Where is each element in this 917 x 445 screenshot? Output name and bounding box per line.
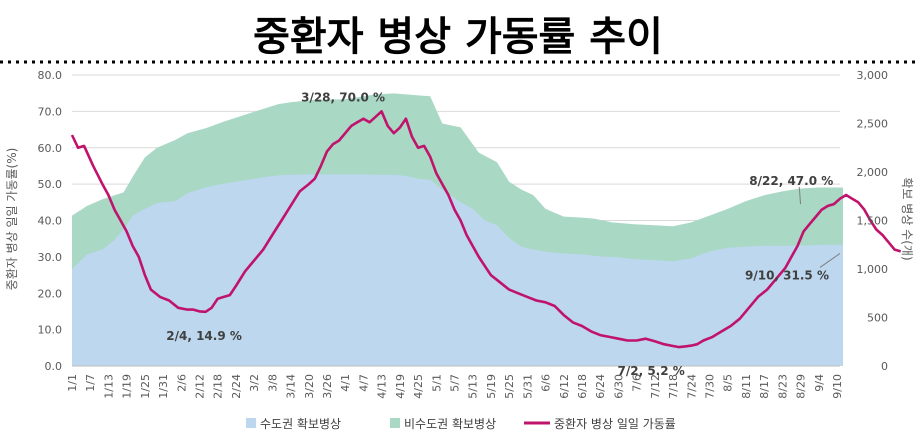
x-tick-label: 9/4 — [813, 374, 826, 392]
y-right-tick-label: 500 — [867, 312, 888, 325]
x-tick-label: 3/2 — [248, 374, 261, 392]
x-tick-label: 6/24 — [594, 374, 607, 399]
x-tick-label: 5/1 — [430, 374, 443, 392]
annotations: 2/4, 14.9 % 3/28, 70.0 % 7/2, 5.2 % 8/22, 4… — [166, 90, 841, 378]
x-tick-label: 9/10 — [831, 374, 844, 399]
x-tick-label: 1/1 — [66, 374, 79, 392]
annotation-label: 2/4, 14.9 % — [166, 329, 242, 343]
y-right-tick-label: 2,500 — [857, 118, 889, 131]
y-right-tick-label: 2,000 — [857, 166, 889, 179]
y-right-axis: 0 500 1,000 1,500 2,000 2,500 3,000 — [857, 69, 889, 373]
x-tick-label: 1/7 — [84, 374, 97, 392]
x-tick-label: 1/19 — [121, 374, 134, 399]
x-tick-label: 7/30 — [703, 374, 716, 399]
legend-swatch — [246, 418, 256, 428]
occupancy-rate-line — [70, 110, 902, 349]
legend: 수도권 확보병상 비수도권 확보병상 중환자 병상 일일 가동률 — [246, 417, 676, 431]
x-tick-label: 6/6 — [540, 374, 553, 392]
x-tick-label: 6/30 — [612, 374, 625, 399]
annotation-label: 9/10, 31.5 % — [745, 268, 829, 282]
x-tick-label: 2/6 — [175, 374, 188, 392]
x-tick-label: 4/19 — [394, 374, 407, 399]
x-tick-label: 7/6 — [631, 374, 644, 392]
y-left-tick-label: 20.0 — [38, 287, 63, 300]
y-left-tick-label: 40.0 — [38, 215, 63, 228]
capital-area-series — [72, 174, 844, 366]
x-tick-label: 2/24 — [230, 374, 243, 399]
legend-label: 수도권 확보병상 — [260, 417, 341, 431]
x-tick-label: 7/24 — [685, 374, 698, 399]
x-tick-label: 3/26 — [321, 374, 334, 399]
x-tick-label: 2/18 — [212, 374, 225, 399]
y-right-tick-label: 1,000 — [857, 263, 889, 276]
legend-label: 중환자 병상 일일 가동률 — [554, 417, 676, 431]
x-tick-label: 1/25 — [139, 374, 152, 399]
line-series — [70, 110, 902, 349]
x-tick-label: 5/19 — [485, 374, 498, 399]
x-tick-label: 1/31 — [157, 374, 170, 399]
y-right-axis-title: 확보 병상 수(개) — [900, 177, 914, 260]
chart-title: 중환자 병상 가동률 추이 — [253, 14, 663, 60]
x-tick-label: 8/29 — [795, 374, 808, 399]
annotation-label: 8/22, 47.0 % — [749, 174, 833, 188]
x-tick-label: 2/12 — [193, 374, 206, 399]
x-tick-label: 6/12 — [558, 374, 571, 399]
x-tick-label: 7/18 — [667, 374, 680, 399]
y-left-tick-label: 80.0 — [38, 69, 63, 82]
y-left-tick-label: 60.0 — [38, 142, 63, 155]
x-tick-label: 3/14 — [285, 374, 298, 399]
x-tick-label: 3/20 — [303, 374, 316, 399]
y-right-tick-label: 3,000 — [857, 69, 889, 82]
y-left-tick-label: 10.0 — [38, 324, 63, 337]
x-tick-label: 5/25 — [503, 374, 516, 399]
annotation-label: 7/2, 5.2 % — [618, 364, 685, 378]
annotation-label: 3/28, 70.0 % — [301, 90, 385, 104]
y-left-tick-label: 0.0 — [45, 360, 63, 373]
legend-swatch — [390, 418, 400, 428]
x-tick-label: 4/7 — [357, 374, 370, 392]
x-tick-label: 4/1 — [339, 374, 352, 392]
y-left-tick-label: 30.0 — [38, 251, 63, 264]
y-right-tick-label: 1,500 — [857, 215, 889, 228]
y-left-tick-label: 70.0 — [38, 105, 63, 118]
x-tick-label: 6/18 — [576, 374, 589, 399]
x-axis: 1/1 1/7 1/13 1/19 1/25 1/31 2/6 2/12 2/18 2/24 3/2… — [66, 365, 844, 399]
area-series — [72, 93, 844, 367]
x-tick-label: 1/13 — [102, 374, 115, 399]
x-tick-label: 8/17 — [758, 374, 771, 399]
y-left-axis-title: 중환자 병상 일일 가동률(%) — [5, 148, 19, 291]
x-tick-label: 5/13 — [467, 374, 480, 399]
annotation-leader — [819, 253, 841, 268]
y-left-tick-label: 50.0 — [38, 178, 63, 191]
x-tick-label: 5/31 — [521, 374, 534, 399]
x-tick-label: 8/5 — [722, 374, 735, 392]
x-tick-label: 3/8 — [266, 374, 279, 392]
x-tick-label: 8/11 — [740, 374, 753, 399]
x-tick-label: 4/13 — [376, 374, 389, 399]
annotation-leader — [798, 187, 802, 205]
x-tick-label: 8/23 — [776, 374, 789, 399]
x-tick-label: 7/12 — [649, 374, 662, 399]
y-right-tick-label: 0 — [881, 360, 888, 373]
legend-label: 비수도권 확보병상 — [404, 417, 496, 431]
x-tick-label: 5/7 — [448, 374, 461, 392]
y-left-axis: 0.0 10.0 20.0 30.0 40.0 50.0 60.0 70.0 80.0 — [38, 69, 63, 373]
x-tick-label: 4/25 — [412, 374, 425, 399]
